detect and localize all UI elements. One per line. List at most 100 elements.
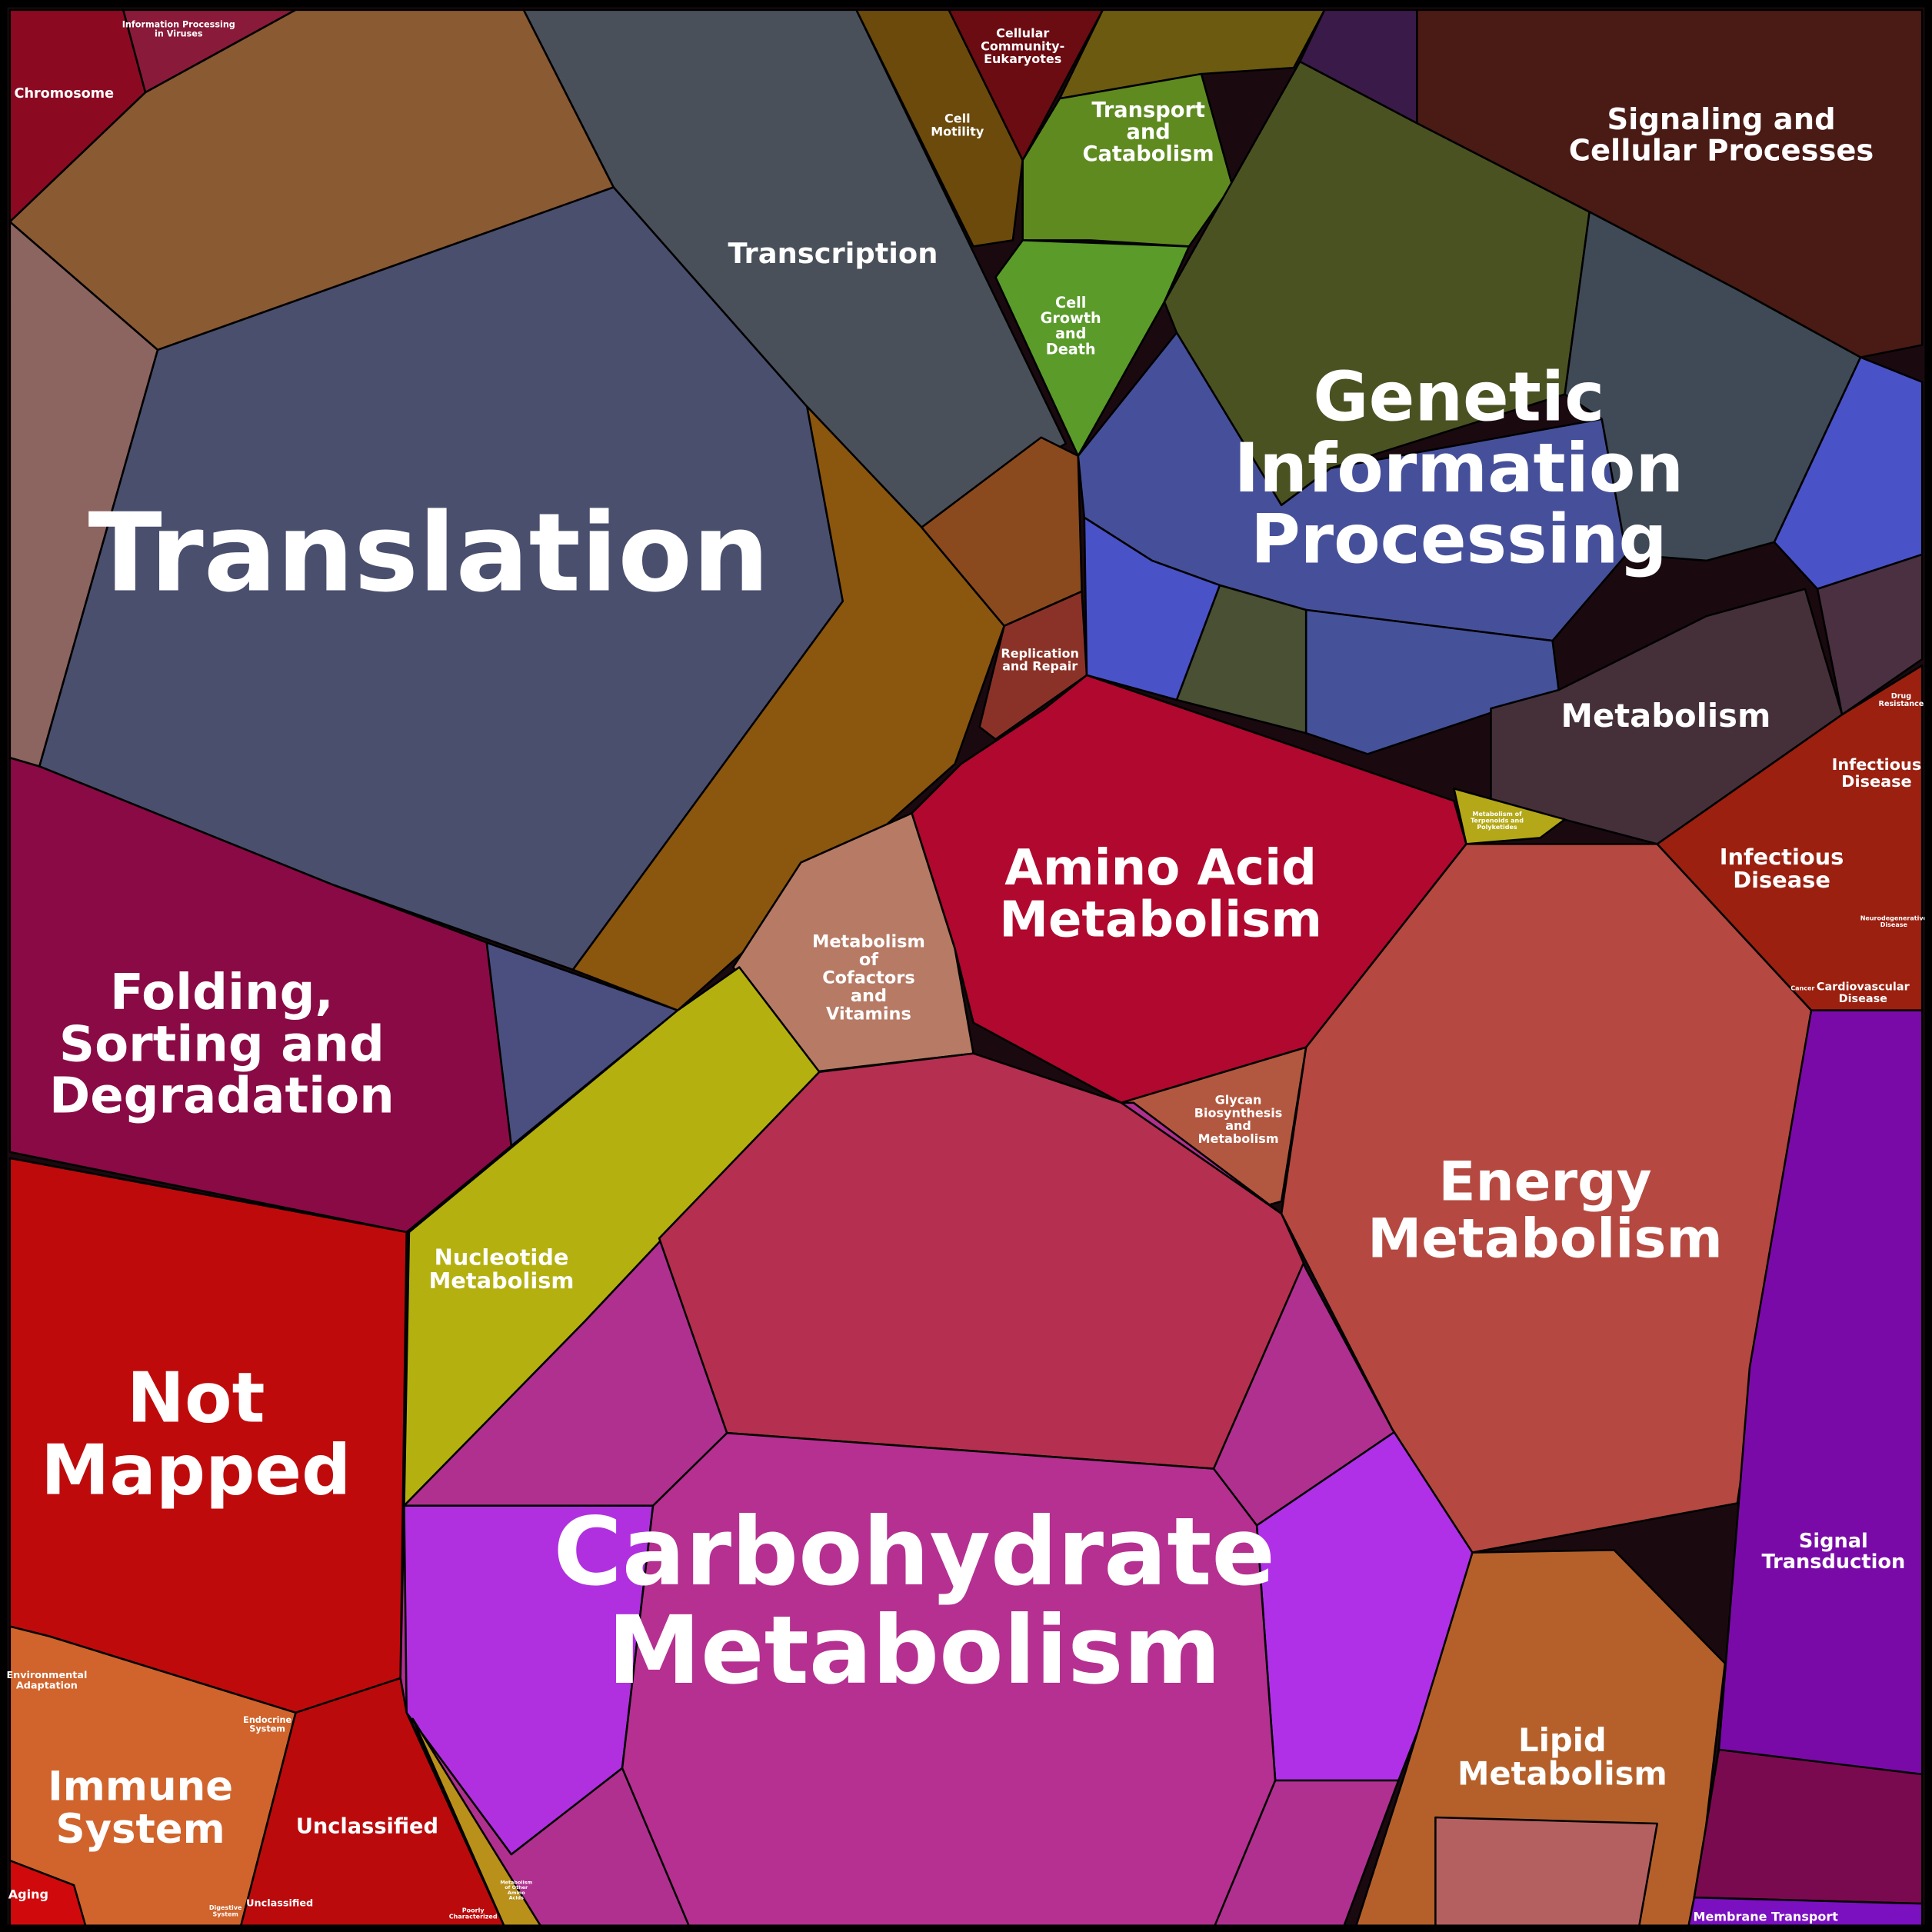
- cell-label: Metabolism: [1367, 1208, 1723, 1271]
- cell: [921, 436, 1083, 628]
- cell-label: Signal: [1799, 1530, 1868, 1553]
- cell-label: Processing: [1251, 500, 1667, 579]
- cell-label: Poorly: [462, 1907, 485, 1914]
- cell-label: Signaling and: [1607, 102, 1835, 137]
- cell-label: Catabolism: [1083, 142, 1214, 166]
- cell-label: Terpenoids and: [1471, 817, 1524, 824]
- cells: [8, 8, 1924, 1930]
- cell: [1693, 1748, 1924, 1905]
- cell-label: Growth: [1041, 309, 1101, 327]
- cell-label: Polyketides: [1477, 824, 1517, 831]
- cell-label: Community-: [981, 38, 1064, 53]
- cell: [1816, 553, 1924, 716]
- cell: [403, 1504, 655, 1856]
- cell-label: Environmental: [6, 1670, 87, 1681]
- cell-label: Disease: [1880, 921, 1908, 928]
- cell-label: Transport: [1091, 98, 1205, 122]
- cell-label: of Other: [505, 1884, 528, 1890]
- cell-label: Unclassified: [296, 1814, 438, 1838]
- cell: [978, 590, 1088, 741]
- cell-label: Membrane Transport: [1694, 1909, 1839, 1924]
- cell-label: Drug: [1891, 692, 1912, 701]
- cell-label: Folding,: [110, 964, 334, 1021]
- cell-label: and: [1225, 1118, 1251, 1133]
- cell-label: Disease: [1733, 867, 1830, 893]
- cell-label: Cofactors: [822, 968, 914, 988]
- cell-label: Death: [1046, 340, 1096, 358]
- cell-label: Cancer: [1790, 984, 1814, 991]
- cell: [948, 8, 1104, 162]
- cell: [1656, 664, 1924, 1011]
- cell-label: Not: [127, 1358, 265, 1438]
- cell-label: Amino Acid: [1004, 840, 1317, 897]
- cell-label: in Viruses: [155, 28, 203, 38]
- cell-label: Eukaryotes: [984, 52, 1061, 66]
- cell-label: Unclassified: [246, 1898, 313, 1910]
- cell-label: Amino: [508, 1890, 525, 1896]
- cell-label: Adaptation: [16, 1680, 78, 1691]
- cell-label: Cell: [944, 111, 971, 125]
- cell-label: Biosynthesis: [1194, 1105, 1283, 1120]
- cell: [855, 8, 1024, 248]
- cell-label: Neurodegenerative: [1860, 915, 1928, 922]
- cell-label: Resistance: [1879, 700, 1924, 708]
- cell-label: Replication: [1001, 646, 1079, 661]
- cell-label: Characterized: [449, 1914, 498, 1920]
- cell-label: Cellular Processes: [1569, 134, 1874, 168]
- cell-label: Endocrine: [243, 1715, 291, 1725]
- cell-label: Transcription: [728, 237, 938, 270]
- cell-label: Metabolism: [429, 1267, 575, 1294]
- cell-label: Metabolism: [1457, 1755, 1667, 1793]
- cell-label: Transduction: [1761, 1551, 1905, 1574]
- cell-label: Mapped: [41, 1431, 351, 1511]
- cell-label: Information: [1234, 428, 1684, 508]
- cell-label: Carbohydrate: [553, 1497, 1275, 1607]
- cell-label: Cellular: [996, 26, 1049, 41]
- cell-label: Infectious: [1720, 844, 1844, 870]
- cell-label: Glycan: [1215, 1093, 1262, 1108]
- cell-label: Disease: [1841, 772, 1911, 791]
- cell-label: Vitamins: [826, 1004, 911, 1024]
- cell-label: Metabolism: [500, 1879, 532, 1885]
- cell-label: Acids: [509, 1895, 524, 1901]
- cell-label: and: [1126, 121, 1170, 145]
- cell: [1564, 211, 1862, 562]
- cell-label: and: [1055, 325, 1086, 342]
- cell-label: Lipid: [1518, 1721, 1607, 1759]
- cell-label: Information Processing: [122, 20, 235, 30]
- cell-label: Motility: [931, 124, 984, 138]
- cell: [239, 1677, 507, 1930]
- cell-label: Infectious: [1832, 755, 1922, 774]
- cell-label: Metabolism: [999, 892, 1322, 949]
- cell-label: Translation: [88, 490, 770, 616]
- cell-label: Aging: [8, 1887, 48, 1901]
- cell-label: Sorting and: [59, 1016, 385, 1073]
- cell-label: System: [213, 1910, 238, 1917]
- cell-label: Nucleotide: [435, 1244, 569, 1271]
- cell-label: of: [859, 950, 878, 970]
- cell: [1058, 8, 1326, 100]
- cell-label: Immune: [48, 1763, 233, 1810]
- cell-label: Cell: [1055, 294, 1086, 311]
- cell-label: Degradation: [49, 1068, 395, 1125]
- cell-label: Metabolism: [1561, 697, 1771, 734]
- cell: [1175, 584, 1307, 734]
- cell-label: Chromosome: [15, 86, 115, 102]
- cell-label: Cardiovascular: [1817, 981, 1910, 994]
- cell-label: Energy: [1438, 1151, 1651, 1214]
- cell: [1453, 788, 1566, 845]
- cell-label: System: [249, 1724, 285, 1734]
- cell-label: Metabolism: [608, 1596, 1221, 1705]
- cell: [994, 239, 1191, 458]
- cell-label: Digestive: [209, 1904, 242, 1911]
- cell-label: Genetic: [1313, 358, 1604, 437]
- cell-label: Metabolism: [812, 931, 925, 951]
- cell: [1021, 72, 1234, 248]
- cell-label: Metabolism: [1198, 1131, 1279, 1146]
- cell-label: and: [851, 986, 887, 1006]
- cell-label: and Repair: [1002, 659, 1078, 674]
